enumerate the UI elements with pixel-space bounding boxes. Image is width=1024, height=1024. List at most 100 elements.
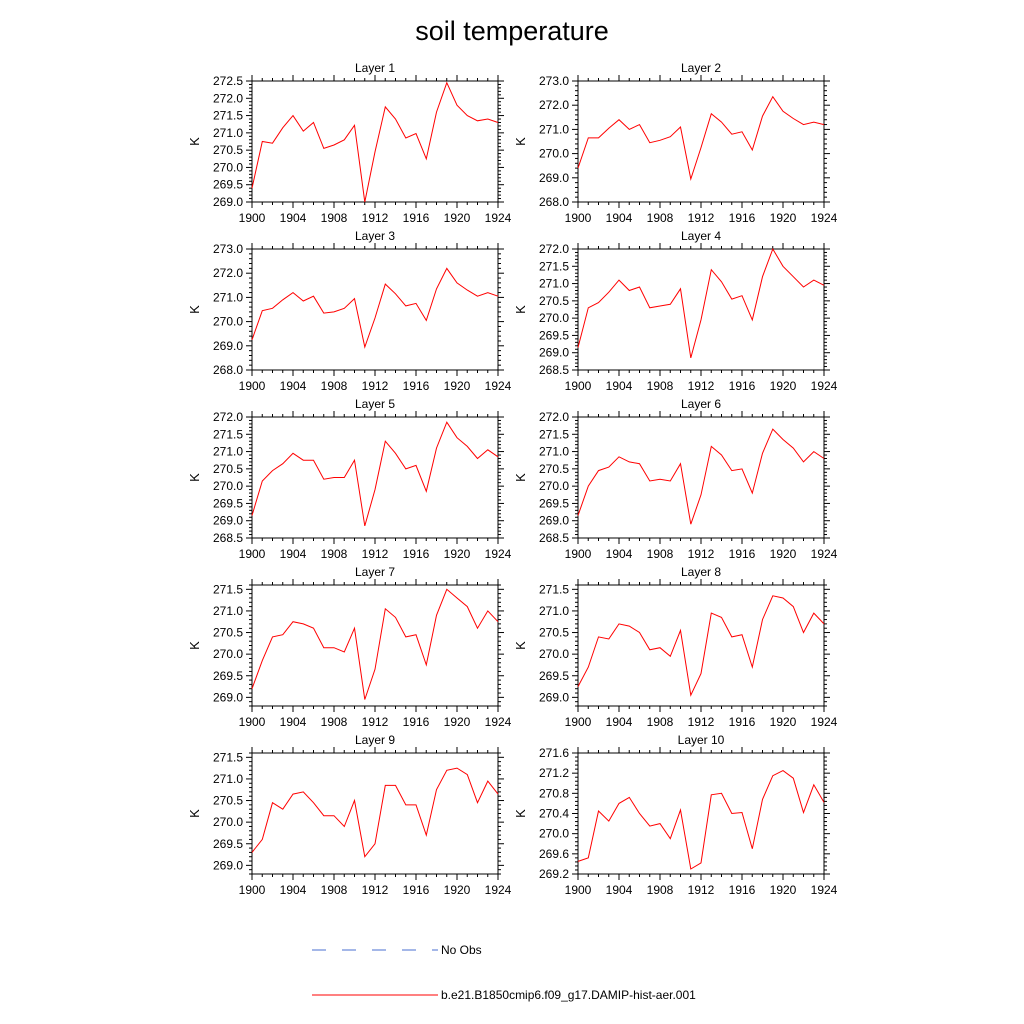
x-tick-label: 1924 (485, 379, 512, 393)
x-tick-label: 1916 (729, 547, 756, 561)
panel-5: Layer 5 272.0 271.5 271.0 270.5 270.0 269.5 269… (187, 397, 512, 561)
x-tick-label: 1924 (485, 715, 512, 729)
x-tick-label: 1908 (647, 547, 674, 561)
x-tick-label: 1912 (362, 211, 389, 225)
y-tick-label: 271.5 (539, 582, 569, 596)
x-tick-label: 1916 (729, 211, 756, 225)
y-tick-label: 270.5 (213, 143, 243, 157)
x-tick-label: 1920 (770, 379, 797, 393)
y-tick-label: 270.5 (213, 462, 243, 476)
x-tick-label: 1924 (811, 547, 838, 561)
x-tick-label: 1924 (811, 715, 838, 729)
x-tick-label: 1904 (606, 211, 633, 225)
series-line (577, 595, 825, 697)
y-tick-label: 269.0 (213, 339, 243, 353)
x-tick-label: 1904 (606, 883, 633, 897)
x-tick-label: 1900 (565, 883, 592, 897)
panel-9: Layer 9 271.5 271.0 270.5 270.0 269.5 269.0 190… (187, 733, 512, 897)
y-tick-label: 271.2 (539, 766, 569, 780)
y-tick-label: 271.0 (539, 122, 569, 136)
x-tick-label: 1908 (647, 379, 674, 393)
x-tick-label: 1900 (239, 715, 266, 729)
y-tick-label: 269.5 (213, 837, 243, 851)
y-tick-label: 269.5 (539, 669, 569, 683)
y-tick-label: 272.5 (213, 74, 243, 88)
y-tick-label: 269.0 (213, 195, 243, 209)
series-line (251, 421, 499, 527)
x-tick-label: 1924 (811, 379, 838, 393)
panel-title: Layer 6 (681, 397, 721, 411)
x-tick-label: 1924 (485, 883, 512, 897)
panels-group: Layer 1 272.5 272.0 271.5 271.0 270.5 270.0 269… (187, 61, 838, 897)
x-tick-label: 1908 (321, 883, 348, 897)
x-tick-label: 1904 (606, 379, 633, 393)
panel-title: Layer 5 (355, 397, 395, 411)
y-tick-label: 272.0 (213, 410, 243, 424)
plot-frame (251, 416, 499, 539)
y-tick-label: 272.0 (213, 91, 243, 105)
x-tick-label: 1904 (280, 715, 307, 729)
series-line (251, 588, 499, 700)
x-tick-label: 1900 (239, 547, 266, 561)
y-tick-label: 271.5 (213, 427, 243, 441)
plot-frame (577, 248, 825, 371)
panel-2: Layer 2 273.0 272.0 271.0 270.0 269.0 268.0 190… (513, 61, 838, 225)
y-tick-label: 273.0 (539, 74, 569, 88)
y-tick-label: 271.0 (539, 445, 569, 459)
y-axis-label: K (513, 809, 528, 818)
legend: No Obs b.e21.B1850cmip6.f09_g17.DAMIP-his… (312, 943, 696, 1002)
y-tick-label: 269.5 (213, 178, 243, 192)
y-tick-label: 270.0 (539, 647, 569, 661)
panel-1: Layer 1 272.5 272.0 271.5 271.0 270.5 270.0 269… (187, 61, 512, 225)
y-tick-label: 271.5 (539, 427, 569, 441)
y-tick-label: 272.0 (539, 242, 569, 256)
y-axis-label: K (187, 809, 202, 818)
plot-frame (251, 80, 499, 203)
plot-frame (251, 584, 499, 707)
y-axis-label: K (513, 305, 528, 314)
y-tick-label: 270.0 (213, 647, 243, 661)
y-axis-label: K (187, 137, 202, 146)
y-tick-label: 269.5 (539, 328, 569, 342)
x-tick-label: 1916 (403, 379, 430, 393)
panel-10: Layer 10 271.6 271.2 270.8 270.4 270.0 269.6 26… (513, 733, 838, 897)
panel-title: Layer 10 (678, 733, 725, 747)
series-line (251, 81, 499, 203)
y-tick-label: 271.0 (539, 277, 569, 291)
y-axis-label: K (513, 137, 528, 146)
series-line (577, 247, 825, 359)
x-tick-label: 1920 (444, 547, 471, 561)
y-tick-label: 270.5 (213, 794, 243, 808)
y-tick-label: 270.0 (539, 827, 569, 841)
legend-label-1: No Obs (441, 943, 482, 957)
x-tick-label: 1920 (770, 715, 797, 729)
plot-frame (251, 248, 499, 371)
x-tick-label: 1920 (444, 883, 471, 897)
y-tick-label: 269.5 (213, 496, 243, 510)
y-tick-label: 270.0 (213, 315, 243, 329)
y-tick-label: 270.5 (539, 626, 569, 640)
x-tick-label: 1900 (565, 715, 592, 729)
x-tick-label: 1924 (811, 211, 838, 225)
y-tick-label: 270.0 (213, 479, 243, 493)
y-tick-label: 270.5 (213, 626, 243, 640)
y-tick-label: 269.0 (539, 171, 569, 185)
series-line (251, 767, 499, 858)
y-tick-label: 270.0 (213, 160, 243, 174)
series-line (577, 428, 825, 525)
series-line (577, 95, 825, 181)
y-tick-label: 268.0 (539, 195, 569, 209)
x-tick-label: 1912 (362, 715, 389, 729)
legend-label-2: b.e21.B1850cmip6.f09_g17.DAMIP-hist-aer.… (441, 988, 696, 1002)
x-tick-label: 1908 (321, 547, 348, 561)
x-tick-label: 1900 (565, 547, 592, 561)
y-axis-label: K (187, 305, 202, 314)
panel-title: Layer 7 (355, 565, 395, 579)
y-tick-label: 268.5 (213, 531, 243, 545)
y-tick-label: 271.5 (213, 582, 243, 596)
y-tick-label: 268.5 (539, 363, 569, 377)
x-tick-label: 1912 (688, 547, 715, 561)
y-tick-label: 270.4 (539, 807, 569, 821)
panel-7: Layer 7 271.5 271.0 270.5 270.0 269.5 269.0 190… (187, 565, 512, 729)
